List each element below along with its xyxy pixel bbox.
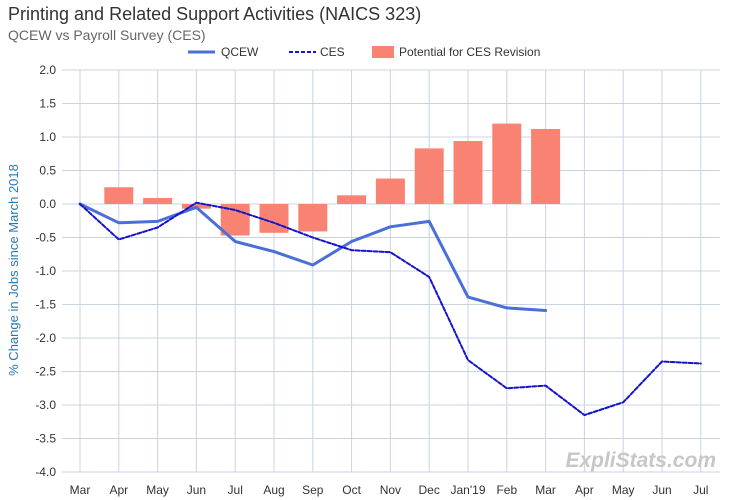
x-tick-label: Apr: [575, 483, 594, 497]
chart-subtitle: QCEW vs Payroll Survey (CES): [8, 27, 206, 43]
y-axis-label: % Change in Jobs since March 2018: [6, 164, 21, 376]
bar-potential-for-ces-revision[interactable]: [492, 123, 522, 204]
y-tick-label: -1.5: [35, 298, 56, 312]
lines: [78, 201, 702, 417]
y-tick-label: -4.0: [35, 465, 56, 479]
bar-potential-for-ces-revision[interactable]: [104, 187, 134, 204]
y-tick-label: -3.5: [35, 432, 56, 446]
legend-label-revision: Potential for CES Revision: [399, 45, 540, 59]
legend[interactable]: QCEW CES Potential for CES Revision: [188, 45, 540, 59]
x-tick-label: Sep: [302, 483, 324, 497]
bar-potential-for-ces-revision[interactable]: [414, 148, 444, 204]
x-tick-label: Jun: [187, 483, 206, 497]
y-tick-label: -2.0: [35, 331, 56, 345]
series-line-qcew[interactable]: [78, 202, 548, 312]
x-tick-label: Feb: [496, 483, 517, 497]
bars: [104, 123, 561, 236]
legend-item-qcew[interactable]: QCEW: [188, 45, 259, 59]
x-tick-label: May: [146, 483, 169, 497]
x-tick-label: Aug: [263, 483, 284, 497]
legend-item-revision[interactable]: Potential for CES Revision: [372, 45, 540, 59]
bar-potential-for-ces-revision[interactable]: [259, 204, 289, 233]
x-tick-label: Jan'19: [451, 483, 486, 497]
x-tick-label: Nov: [380, 483, 401, 497]
x-axis-ticks: Mar Apr May Jun Jul Aug Sep Oct Nov Dec Jan'19 Feb M…: [70, 483, 709, 497]
y-tick-label: 2.0: [39, 63, 56, 77]
y-tick-label: -0.5: [35, 231, 56, 245]
bar-potential-for-ces-revision[interactable]: [298, 204, 328, 232]
y-tick-label: 0.0: [39, 197, 56, 211]
y-axis-ticks: -4.0 -3.5 -3.0 -2.5 -2.0 -1.5 -1.0 -0.5 0.0 0.5 1.…: [35, 63, 56, 479]
x-tick-label: Mar: [70, 483, 91, 497]
chart-title: Printing and Related Support Activities …: [8, 4, 421, 24]
y-tick-label: 1.0: [39, 130, 56, 144]
watermark: ExpliStats.com: [565, 449, 716, 472]
y-tick-label: 0.5: [39, 164, 56, 178]
x-tick-label: Mar: [535, 483, 556, 497]
bar-potential-for-ces-revision[interactable]: [143, 197, 173, 204]
legend-item-ces[interactable]: CES: [289, 45, 345, 59]
x-tick-label: Jul: [228, 483, 243, 497]
legend-label-ces: CES: [320, 45, 345, 59]
y-tick-label: 1.5: [39, 97, 56, 111]
x-tick-label: Oct: [342, 483, 361, 497]
legend-swatch-revision: [372, 46, 394, 58]
y-tick-label: -3.0: [35, 398, 56, 412]
bar-potential-for-ces-revision[interactable]: [337, 195, 367, 204]
x-tick-label: Jun: [652, 483, 671, 497]
bar-potential-for-ces-revision[interactable]: [531, 128, 561, 204]
bar-potential-for-ces-revision[interactable]: [375, 178, 405, 204]
series-line-ces[interactable]: [79, 201, 702, 417]
gridlines: [62, 69, 720, 473]
x-tick-label: Apr: [109, 483, 128, 497]
y-tick-label: -1.0: [35, 264, 56, 278]
bar-potential-for-ces-revision[interactable]: [453, 141, 483, 204]
x-tick-label: Dec: [419, 483, 440, 497]
legend-label-qcew: QCEW: [221, 45, 259, 59]
x-tick-label: May: [612, 483, 635, 497]
x-tick-label: Jul: [693, 483, 708, 497]
y-tick-label: -2.5: [35, 365, 56, 379]
